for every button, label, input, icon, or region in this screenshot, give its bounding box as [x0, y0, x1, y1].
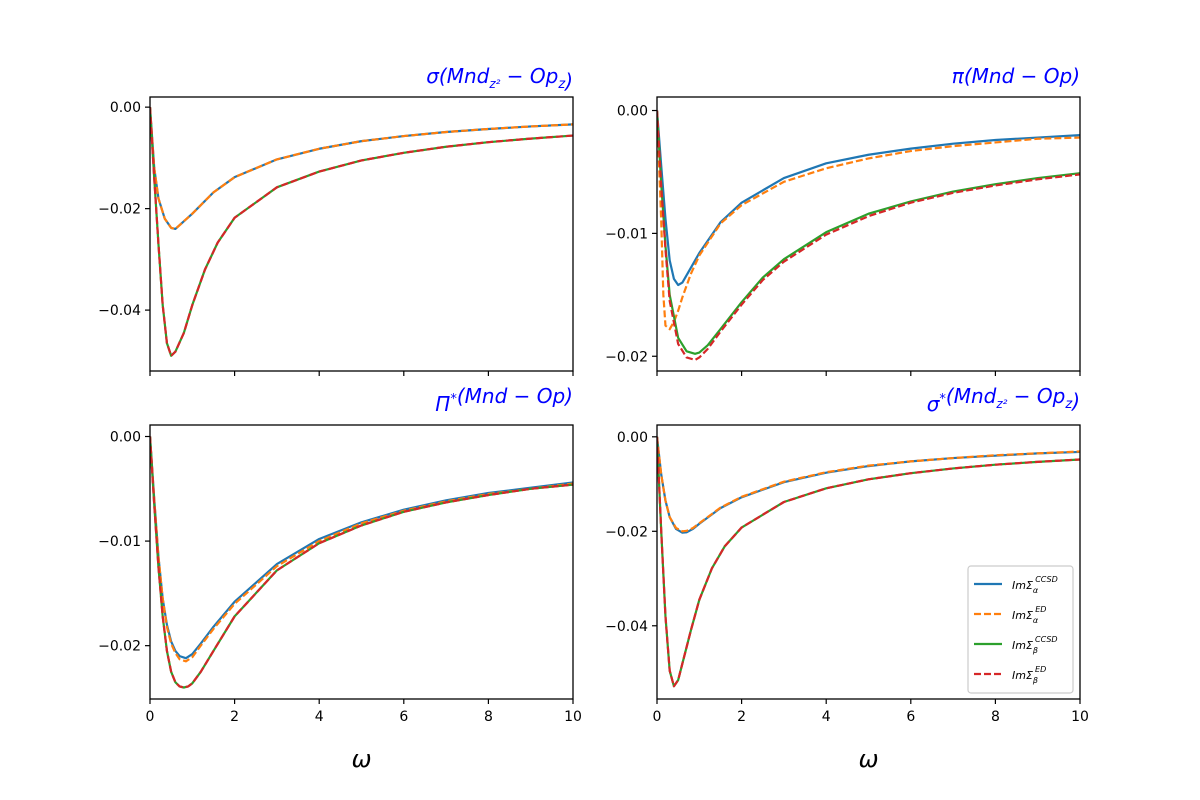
- panel-pi: 0.00 −0.01 −0.02 π(Mnd − Op): [605, 64, 1081, 376]
- legend-label: ImΣαED: [1012, 605, 1046, 625]
- series-line-alpha-ccsd: [657, 436, 1080, 534]
- x-tick-label: 0: [653, 709, 662, 725]
- series-line-beta-ed: [150, 107, 573, 357]
- series-line-beta-ed: [150, 436, 573, 689]
- y-tick-label: 0.00: [617, 104, 648, 120]
- x-tick-label: 8: [484, 709, 493, 725]
- axes-frame: [656, 96, 1081, 372]
- panel-title: π(Mnd − Op): [952, 64, 1080, 88]
- y-tick-label: −0.01: [98, 534, 141, 550]
- series-line-alpha-ccsd: [657, 110, 1080, 287]
- series-line-beta-ccsd: [150, 107, 573, 357]
- panel-title: σ*(Mndz² − Opz): [927, 384, 1080, 416]
- series-group: [150, 436, 573, 689]
- x-tick-label: 4: [315, 709, 324, 725]
- series-line-alpha-ed: [657, 110, 1080, 331]
- y-tick-label: 0.00: [110, 430, 141, 446]
- legend-box: [967, 565, 1074, 694]
- y-tick-label: −0.02: [98, 639, 141, 655]
- series-line-alpha-ccsd: [150, 436, 573, 660]
- series-line-beta-ccsd: [150, 436, 573, 689]
- series-line-alpha-ed: [657, 436, 1080, 533]
- x-tick-label: 6: [399, 709, 408, 725]
- series-line-beta-ed: [657, 110, 1080, 362]
- x-tick-label: 8: [991, 709, 1000, 725]
- y-tick-label: −0.02: [98, 202, 141, 218]
- legend-label: ImΣβED: [1012, 665, 1046, 685]
- y-tick-label: 0.00: [110, 100, 141, 116]
- panel-title: Π*(Mnd − Op): [435, 384, 573, 416]
- axes-frame: [149, 96, 574, 372]
- x-tick-label: 10: [564, 709, 582, 725]
- series-line-alpha-ed: [150, 107, 573, 231]
- panel-title: σ(Mndz² − Opz): [426, 64, 573, 93]
- y-tick-label: 0.00: [617, 430, 648, 446]
- legend-label: ImΣβCCSD: [1012, 635, 1058, 655]
- x-axis-label: ω: [858, 745, 878, 773]
- x-tick-label: 0: [146, 709, 155, 725]
- series-line-alpha-ccsd: [150, 107, 573, 231]
- y-tick-label: −0.02: [605, 349, 648, 365]
- legend-label: ImΣαCCSD: [1012, 575, 1058, 595]
- legend: ImΣαCCSD ImΣαED ImΣβCCSD ImΣβED: [967, 565, 1074, 694]
- y-tick-label: −0.01: [605, 226, 648, 242]
- series-line-beta-ed: [657, 436, 1080, 688]
- axes-frame: [149, 424, 574, 700]
- series-group: [150, 107, 573, 357]
- axes-frame: [656, 424, 1081, 700]
- panel-sigma: 0.00 −0.02 −0.04 σ(Mndz² − Opz): [98, 64, 574, 376]
- series-group: [657, 436, 1080, 688]
- series-group: [657, 110, 1080, 362]
- y-tick-label: −0.04: [98, 303, 141, 319]
- y-tick-label: −0.04: [605, 619, 648, 635]
- x-tick-label: 4: [822, 709, 831, 725]
- x-tick-label: 10: [1071, 709, 1089, 725]
- series-line-alpha-ed: [150, 436, 573, 663]
- x-tick-label: 2: [230, 709, 239, 725]
- panel-pi-star: 0.00 −0.01 −0.02 0 2 4 6 8 10 ω Π*(Mnd − Op): [98, 384, 582, 773]
- panel-sigma-star: 0.00 −0.02 −0.04 0 2 4 6 8 10 ω σ*(Mndz² − Opz): [605, 384, 1089, 773]
- x-axis-label: ω: [351, 745, 371, 773]
- y-tick-label: −0.02: [605, 524, 648, 540]
- series-line-beta-ccsd: [657, 110, 1080, 355]
- x-tick-label: 2: [737, 709, 746, 725]
- x-tick-label: 6: [906, 709, 915, 725]
